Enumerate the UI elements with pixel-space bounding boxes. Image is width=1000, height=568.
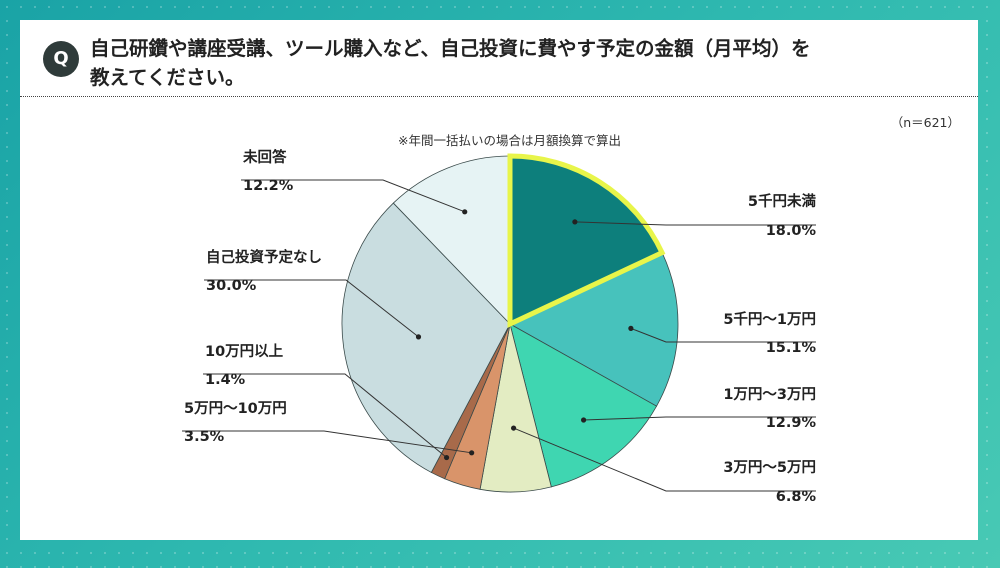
slice-value-label: 15.1% [766, 340, 817, 356]
leader-dot [580, 417, 587, 423]
leader-line [583, 416, 816, 421]
leader-dot [415, 334, 422, 340]
slice-label: 3万円〜5万円 [723, 459, 816, 476]
pie-slice [509, 252, 679, 407]
slice-value-label: 3.5% [184, 429, 225, 445]
leader-line [241, 179, 465, 213]
question-badge: Q [43, 41, 79, 77]
leader-dot [511, 425, 517, 431]
leader-dot [572, 219, 578, 225]
leader-line [203, 373, 447, 458]
slice-label: 5千円〜1万円 [723, 311, 816, 328]
slice-value-label: 12.9% [766, 415, 817, 431]
sample-size: （n＝621） [890, 115, 960, 130]
slice-value-label: 12.2% [243, 178, 294, 194]
pie-slice [341, 202, 511, 473]
chart-note: ※年間一括払いの場合は月額換算で算出 [398, 133, 621, 148]
slice-label: 未回答 [242, 148, 287, 166]
slice-value-label: 30.0% [206, 278, 257, 294]
slice-label: 10万円以上 [205, 343, 284, 360]
slice-value-label: 1.4% [205, 372, 246, 388]
slice-label: 5万円〜10万円 [184, 400, 287, 417]
leader-line [204, 279, 419, 338]
slice-value-label: 6.8% [776, 489, 817, 505]
leader-dot [462, 209, 468, 215]
leader-line [182, 430, 472, 454]
pie-slice [509, 323, 658, 488]
slice-value-label: 18.0% [766, 223, 817, 239]
leader-dot [443, 454, 450, 461]
pie-slice [392, 155, 511, 325]
slice-label: 5千円未満 [748, 192, 817, 210]
slice-label: 自己投資予定なし [206, 248, 322, 266]
leader-line [630, 327, 816, 343]
highlight-outline [507, 153, 666, 328]
leader-line [513, 427, 816, 492]
divider [20, 96, 978, 97]
leader-dot [469, 450, 475, 456]
leader-dot [628, 325, 634, 331]
question-text: 自己研鑽や講座受講、ツール購入など、自己投資に費やす予定の金額（月平均）を 教え… [90, 37, 811, 89]
survey-card: Q 自己研鑽や講座受講、ツール購入など、自己投資に費やす予定の金額（月平均）を … [20, 20, 978, 540]
leader-line [574, 221, 816, 226]
slice-label: 1万円〜3万円 [723, 386, 816, 403]
pie-chart: 5千円未満 18.0% 5千円〜1万円 15.1% 1万円〜3万円 12.9% 3万円〜5万… [182, 148, 817, 505]
